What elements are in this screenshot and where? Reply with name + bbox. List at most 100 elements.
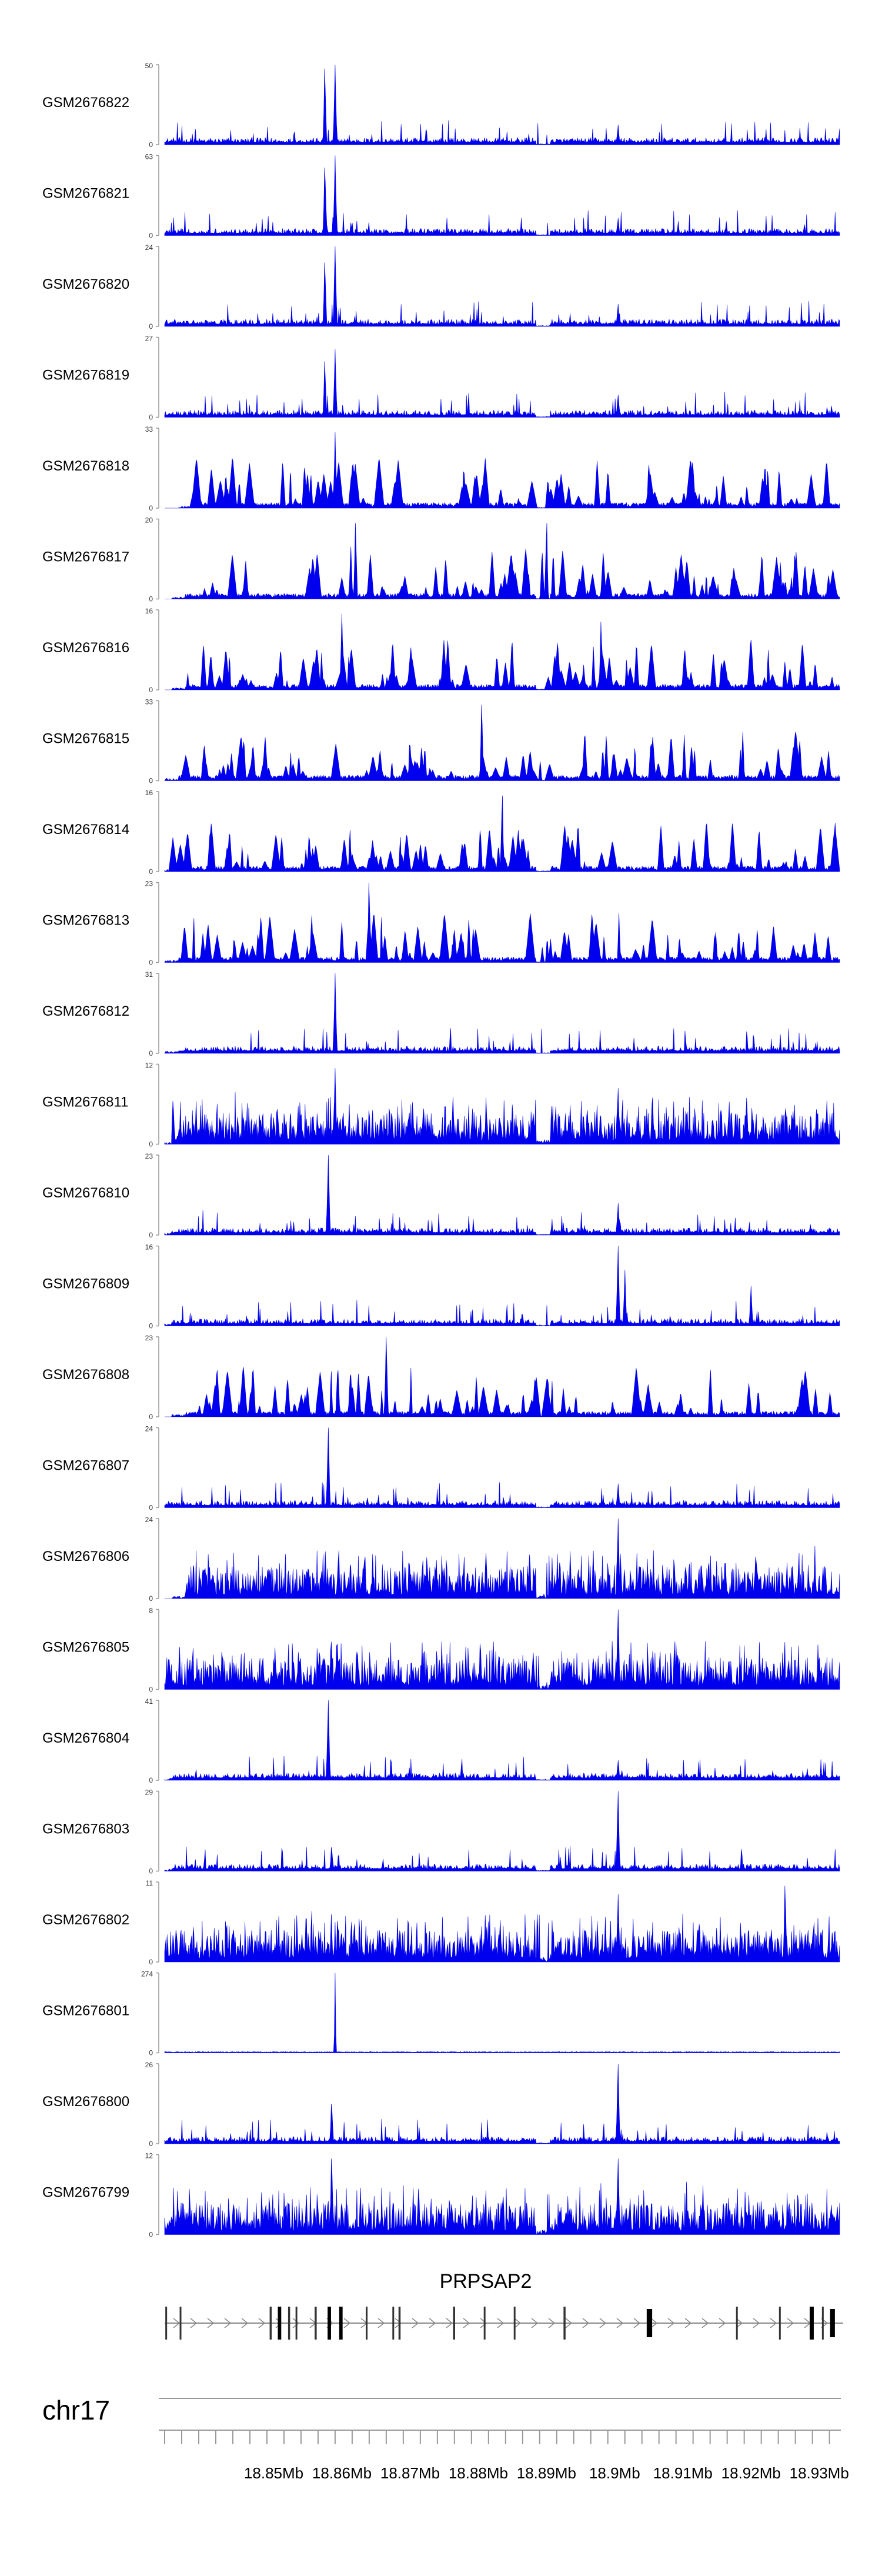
- exon: [278, 2307, 282, 2340]
- y-max-label: 23: [145, 1152, 153, 1160]
- y-max-label: 41: [145, 1697, 153, 1706]
- strand-arrow: [650, 2318, 658, 2328]
- track-GSM2676800: GSM2676800 26 0: [42, 2061, 840, 2148]
- coverage-area: [164, 155, 840, 236]
- exon: [513, 2307, 516, 2340]
- strand-arrow: [275, 2318, 283, 2328]
- strand-arrow: [292, 2318, 300, 2328]
- track-GSM2676821: GSM2676821 63 0: [42, 153, 840, 240]
- track-label: GSM2676800: [42, 2094, 129, 2110]
- exon: [830, 2309, 835, 2337]
- axis-tick-label: 18.89Mb: [517, 2464, 576, 2482]
- y-min-label: 0: [149, 2140, 153, 2148]
- exon: [809, 2307, 814, 2340]
- coverage-area: [164, 1246, 840, 1326]
- track-GSM2676809: GSM2676809 16 0: [42, 1243, 840, 1330]
- strand-arrow: [497, 2318, 505, 2328]
- exon: [288, 2307, 290, 2340]
- track-label: GSM2676819: [42, 368, 129, 383]
- coverage-area: [164, 1154, 840, 1236]
- y-min-label: 0: [149, 504, 153, 512]
- gene-name-label: PRPSAP2: [440, 2270, 532, 2293]
- coverage-area: [165, 523, 840, 599]
- track-label: GSM2676814: [42, 822, 129, 837]
- coverage-area: [164, 64, 840, 145]
- y-max-label: 24: [145, 1516, 153, 1524]
- track-GSM2676817: GSM2676817 20 0: [42, 516, 840, 603]
- track-GSM2676812: GSM2676812 31 0: [42, 970, 840, 1057]
- y-max-label: 33: [145, 698, 153, 706]
- strand-arrow: [633, 2318, 641, 2328]
- exon: [398, 2307, 401, 2340]
- strand-arrow: [736, 2318, 743, 2328]
- y-max-label: 12: [145, 1062, 153, 1070]
- y-max-label: 20: [145, 516, 153, 525]
- y-min-label: 0: [149, 413, 153, 422]
- coverage-area: [165, 613, 840, 690]
- strand-arrow: [582, 2318, 590, 2328]
- track-GSM2676806: GSM2676806 24 0: [42, 1516, 840, 1603]
- track-GSM2676816: GSM2676816 16 0: [42, 607, 840, 694]
- y-min-label: 0: [149, 867, 153, 876]
- coverage-area: [164, 1700, 840, 1781]
- track-label: GSM2676801: [42, 2003, 129, 2019]
- track-label: GSM2676802: [42, 1912, 129, 1928]
- coverage-area: [164, 246, 840, 327]
- coverage-area: [164, 2063, 840, 2144]
- y-min-label: 0: [149, 232, 153, 240]
- strand-arrow: [565, 2318, 573, 2328]
- y-max-label: 33: [145, 425, 153, 433]
- axis-tick-label: 18.91Mb: [653, 2464, 713, 2482]
- track-GSM2676819: GSM2676819 27 0: [42, 335, 840, 422]
- exon: [563, 2307, 566, 2340]
- y-min-label: 0: [149, 322, 153, 331]
- y-max-label: 24: [145, 243, 153, 252]
- strand-arrow: [463, 2318, 470, 2328]
- coverage-area: [165, 432, 840, 509]
- strand-arrow: [667, 2318, 675, 2328]
- coverage-area: [165, 1518, 840, 1599]
- coverage-area: [164, 1973, 840, 2053]
- exon: [179, 2307, 182, 2340]
- exon: [315, 2307, 317, 2340]
- exon: [779, 2307, 781, 2340]
- strand-arrow: [258, 2318, 266, 2328]
- strand-arrow: [787, 2318, 794, 2328]
- track-label: GSM2676810: [42, 1185, 129, 1201]
- track-GSM2676822: GSM2676822 50 0: [42, 62, 840, 149]
- track-label: GSM2676805: [42, 1640, 129, 1656]
- strand-arrow: [719, 2318, 726, 2328]
- axis-tick-label: 18.87Mb: [380, 2464, 440, 2482]
- exon: [646, 2309, 653, 2337]
- y-max-label: 24: [145, 1425, 153, 1433]
- strand-arrow: [616, 2318, 624, 2328]
- y-min-label: 0: [149, 1049, 153, 1057]
- genome-axis: chr17 18.85Mb 18.86Mb 18.87Mb 18.88Mb 18.89M…: [42, 2395, 849, 2482]
- strand-arrow: [770, 2318, 777, 2328]
- data-tracks: GSM2676822500GSM2676821630GSM2676820240G…: [42, 62, 840, 2239]
- exon: [366, 2307, 368, 2340]
- strand-arrow: [343, 2318, 351, 2328]
- strand-arrow: [395, 2318, 402, 2328]
- strand-arrow: [190, 2318, 198, 2328]
- y-min-label: 0: [149, 2231, 153, 2239]
- coverage-area: [164, 882, 840, 963]
- track-GSM2676804: GSM2676804 41 0: [42, 1697, 840, 1784]
- track-GSM2676801: GSM2676801 274 0: [42, 1970, 840, 2057]
- track-GSM2676802: GSM2676802 11 0: [42, 1879, 840, 1966]
- track-GSM2676814: GSM2676814 16 0: [42, 789, 840, 876]
- track-GSM2676810: GSM2676810 23 0: [42, 1152, 840, 1239]
- track-label: GSM2676813: [42, 913, 129, 929]
- strand-arrow: [173, 2318, 181, 2328]
- strand-arrow: [224, 2318, 232, 2328]
- strand-arrow: [531, 2318, 539, 2328]
- track-label: GSM2676817: [42, 549, 129, 565]
- y-min-label: 0: [149, 1594, 153, 1603]
- coverage-area: [164, 705, 840, 781]
- exon: [821, 2307, 824, 2340]
- exon: [392, 2307, 395, 2340]
- coverage-area: [164, 1427, 840, 1508]
- exon: [165, 2307, 168, 2340]
- exon: [328, 2307, 331, 2340]
